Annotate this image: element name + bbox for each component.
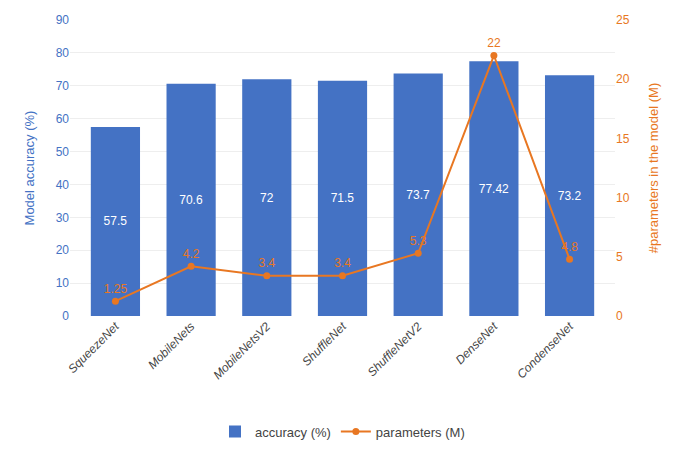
svg-text:#parameters in the model (M): #parameters in the model (M) [646,83,661,254]
svg-text:20: 20 [616,72,630,86]
svg-text:3.4: 3.4 [258,256,275,270]
svg-text:57.5: 57.5 [104,214,128,228]
svg-text:40: 40 [56,178,70,192]
svg-text:30: 30 [56,211,70,225]
svg-text:DenseNet: DenseNet [453,319,501,367]
svg-text:77.42: 77.42 [479,182,509,196]
svg-text:71.5: 71.5 [331,191,355,205]
svg-text:20: 20 [56,243,70,257]
svg-text:50: 50 [56,145,70,159]
svg-text:10: 10 [616,191,630,205]
svg-text:ShuffleNetV2: ShuffleNetV2 [365,319,425,379]
svg-text:accuracy (%): accuracy (%) [255,425,331,440]
svg-text:22: 22 [487,36,501,50]
svg-text:1.25: 1.25 [104,282,128,296]
svg-text:parameters (M): parameters (M) [376,425,465,440]
svg-text:60: 60 [56,112,70,126]
svg-text:73.2: 73.2 [558,189,582,203]
svg-text:72: 72 [260,191,274,205]
svg-text:SqueezeNet: SqueezeNet [65,319,122,376]
svg-text:4.8: 4.8 [561,240,578,254]
svg-text:80: 80 [56,46,70,60]
svg-text:MobileNets: MobileNets [145,319,197,371]
svg-text:5.3: 5.3 [410,234,427,248]
svg-text:70: 70 [56,79,70,93]
svg-text:ShuffleNet: ShuffleNet [299,319,349,369]
svg-text:0: 0 [616,309,623,323]
svg-text:CondenseNet: CondenseNet [514,319,576,381]
svg-text:5: 5 [616,250,623,264]
svg-text:15: 15 [616,132,630,146]
svg-text:90: 90 [56,13,70,27]
svg-text:MobileNetsV2: MobileNetsV2 [210,319,273,382]
svg-text:25: 25 [616,13,630,27]
svg-text:73.7: 73.7 [406,188,430,202]
svg-text:Model accuracy (%): Model accuracy (%) [22,111,37,226]
svg-text:70.6: 70.6 [179,193,203,207]
svg-text:0: 0 [62,309,69,323]
svg-text:10: 10 [56,276,70,290]
svg-text:4.2: 4.2 [183,247,200,261]
svg-text:3.4: 3.4 [334,256,351,270]
